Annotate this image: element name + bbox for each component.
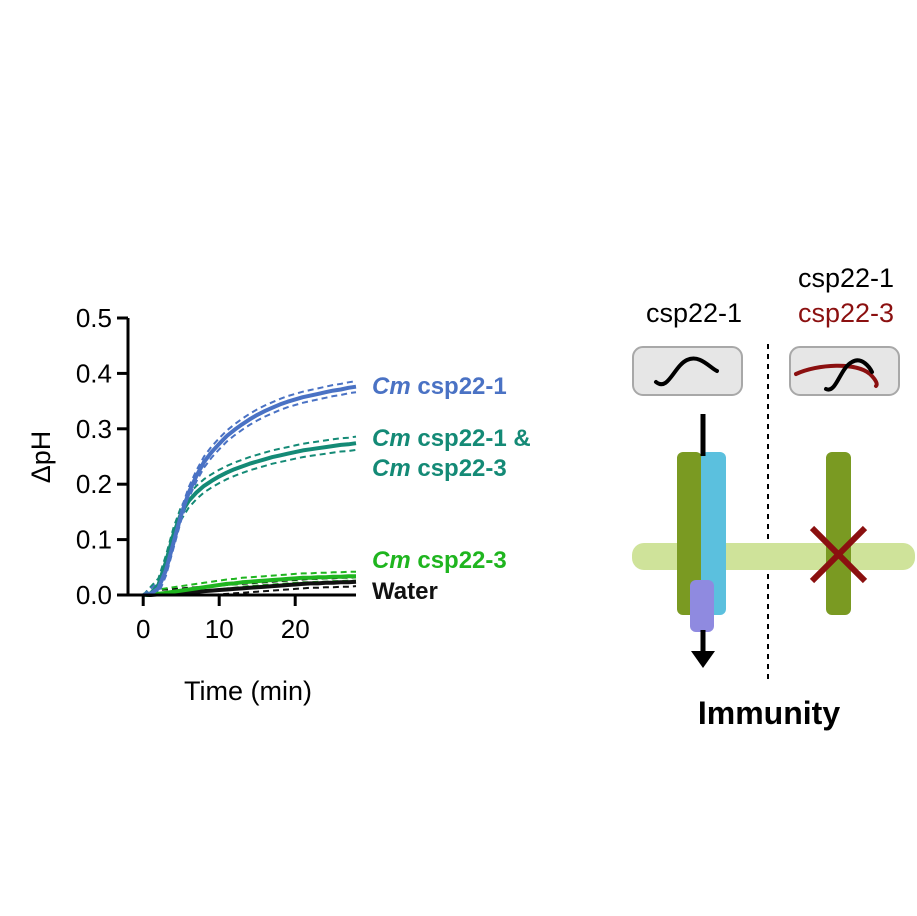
y-tick-label: 0.0	[76, 580, 112, 610]
series-0-band-upper	[142, 380, 357, 596]
left-peptide-label: csp22-1	[646, 298, 742, 328]
series-label-water: Water	[372, 578, 438, 605]
series-0-band-lower	[143, 391, 357, 596]
x-axis-title: Time (min)	[184, 676, 312, 706]
csp22-3-peptide-icon	[794, 363, 879, 388]
y-tick-label: 0.5	[76, 303, 112, 333]
csp22-1-peptide-icon-right	[824, 358, 874, 392]
y-axis-title: ΔpH	[26, 431, 56, 484]
kinase-domain	[690, 580, 714, 632]
series-2-line	[143, 574, 356, 597]
x-ticks: 0 10 20	[136, 595, 310, 644]
series-label-csp22-1: Cm csp22-1	[372, 373, 507, 400]
x-tick-label: 10	[205, 614, 234, 644]
series-lines	[142, 384, 357, 597]
immunity-label: Immunity	[698, 695, 840, 731]
ph-time-course-chart: 0.00.10.20.30.40.5 0 10 20 ΔpH Time (min) …	[26, 303, 531, 706]
series-0-line	[142, 384, 357, 597]
right-peptide-label-1: csp22-1	[798, 263, 894, 293]
receptor-right	[826, 452, 851, 615]
series-label-csp22-3: Cm csp22-3	[372, 547, 507, 574]
x-tick-label: 0	[136, 614, 150, 644]
y-tick-label: 0.2	[76, 469, 112, 499]
x-tick-label: 20	[281, 614, 310, 644]
coreceptor	[701, 452, 726, 615]
signal-arrow-head	[691, 651, 715, 668]
error-bands	[142, 380, 357, 596]
right-peptide-label-2: csp22-3	[798, 298, 894, 328]
y-tick-label: 0.3	[76, 414, 112, 444]
csp22-1-peptide-icon	[654, 356, 719, 387]
blocked-x-stroke-2	[809, 525, 868, 584]
series-label-mix-line1: Cm csp22-1 &	[372, 425, 531, 452]
receptor-left	[677, 452, 702, 615]
immunity-schematic: csp22-1 csp22-1 csp22-3 Immunity	[632, 263, 915, 731]
left-peptide-box	[632, 346, 743, 396]
series-label-mix-line2: Cm csp22-3	[372, 455, 507, 482]
y-tick-label: 0.4	[76, 358, 112, 388]
y-tick-label: 0.1	[76, 525, 112, 555]
membrane	[632, 543, 915, 570]
series-1-band-upper	[142, 435, 357, 596]
y-ticks: 0.0 0.1 0.2 0.3 0.4 0.5	[76, 303, 128, 610]
